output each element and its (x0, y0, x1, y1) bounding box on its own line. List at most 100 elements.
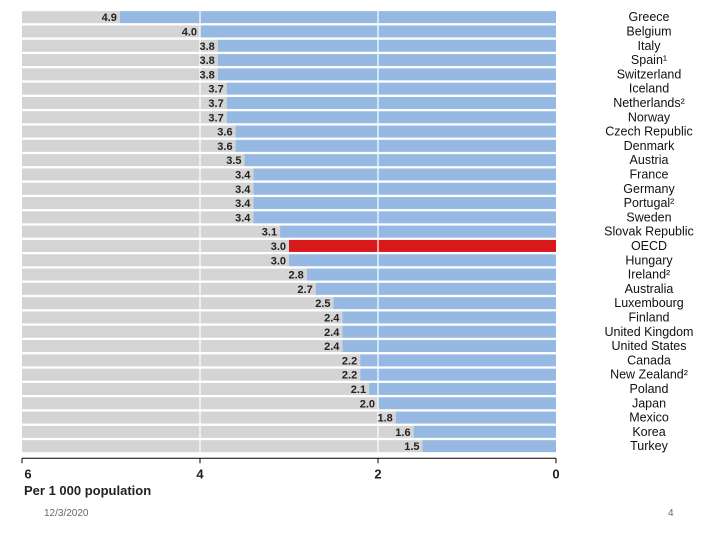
country-label: Austria (630, 153, 669, 167)
x-tick-label: 4 (196, 466, 204, 481)
value-label: 4.9 (102, 12, 117, 24)
value-label: 1.6 (395, 427, 410, 439)
value-label: 2.8 (289, 270, 304, 282)
value-labels: 4.94.03.83.83.83.73.73.73.63.63.53.43.43… (102, 12, 420, 453)
country-label: New Zealand² (610, 368, 688, 382)
bar-track (22, 125, 236, 138)
bar (342, 340, 556, 353)
x-tick-label: 2 (374, 466, 381, 481)
country-label: Germany (623, 182, 675, 196)
value-label: 3.5 (226, 155, 241, 167)
bar-track (22, 311, 343, 324)
value-label: 2.1 (351, 384, 366, 396)
bar (253, 197, 556, 210)
country-label: Italy (638, 39, 662, 53)
value-label: 3.8 (200, 69, 215, 81)
country-labels: GreeceBelgiumItalySpain¹SwitzerlandIcela… (604, 10, 694, 453)
value-label: 3.8 (200, 55, 215, 67)
bar-track (22, 225, 281, 238)
footer-date: 12/3/2020 (44, 508, 89, 519)
bar-track (22, 139, 236, 152)
bar-track (22, 254, 289, 267)
bar-track (22, 368, 361, 381)
value-label: 3.7 (208, 112, 223, 124)
bar-track (22, 297, 334, 310)
bar-track (22, 111, 227, 124)
bar-track (22, 96, 227, 109)
bar-track (22, 382, 370, 395)
value-label: 3.8 (200, 41, 215, 53)
bar (306, 268, 556, 281)
x-tick-label: 0 (552, 466, 559, 481)
bar (253, 168, 556, 181)
bar-track (22, 154, 245, 167)
country-label: Korea (632, 425, 665, 439)
bar-track (22, 211, 254, 224)
x-axis: 6 4 2 0 (21, 457, 560, 481)
bar-track (22, 197, 254, 210)
value-label: 3.6 (217, 127, 232, 139)
bar-track (22, 440, 423, 453)
value-label: 2.7 (297, 284, 312, 296)
country-label: Denmark (624, 139, 675, 153)
bar (280, 225, 556, 238)
value-label: 3.1 (262, 227, 277, 239)
bar-track (22, 340, 343, 353)
country-label: Finland (629, 310, 670, 324)
country-label: Japan (632, 396, 666, 410)
country-label: Norway (628, 110, 671, 124)
country-label: OECD (631, 239, 667, 253)
bar (226, 111, 556, 124)
gridlines (199, 10, 379, 454)
bar (333, 297, 556, 310)
bar-track (22, 239, 289, 252)
bar-track (22, 54, 218, 67)
value-label: 2.4 (324, 341, 340, 353)
value-label: 1.5 (404, 441, 419, 453)
country-label: Ireland² (628, 268, 670, 282)
bar (413, 425, 556, 438)
value-label: 2.4 (324, 312, 340, 324)
bar-track (22, 11, 120, 24)
bar (244, 154, 556, 167)
value-label: 3.4 (235, 198, 251, 210)
background-tracks (22, 11, 423, 453)
bar-track (22, 68, 218, 81)
country-label: Hungary (625, 253, 673, 267)
bar (369, 382, 556, 395)
value-label: 3.0 (271, 241, 286, 253)
bar (315, 282, 556, 295)
country-label: Spain¹ (631, 53, 667, 67)
bar (119, 11, 557, 24)
bar (253, 182, 556, 195)
value-label: 3.7 (208, 98, 223, 110)
bar-track (22, 354, 361, 367)
country-label: Slovak Republic (604, 225, 694, 239)
bar (342, 325, 556, 338)
value-label: 1.8 (378, 413, 393, 425)
country-label: Netherlands² (613, 96, 685, 110)
value-label: 2.2 (342, 370, 357, 382)
country-label: Turkey (630, 439, 668, 453)
value-label: 2.2 (342, 355, 357, 367)
bar-track (22, 168, 254, 181)
value-label: 3.7 (208, 84, 223, 96)
bar-track (22, 268, 307, 281)
bar (217, 54, 557, 67)
country-label: Luxembourg (614, 296, 684, 310)
bar (289, 254, 556, 267)
bar (235, 125, 556, 138)
value-label: 3.4 (235, 184, 251, 196)
country-label: Belgium (626, 24, 671, 38)
bar (378, 397, 556, 410)
value-label: 3.6 (217, 141, 232, 153)
country-label: Switzerland (617, 67, 682, 81)
bar (360, 354, 556, 367)
bar-track (22, 425, 414, 438)
country-label: Canada (627, 353, 671, 367)
value-label: 4.0 (182, 26, 197, 38)
bar-chart: 4.94.03.83.83.83.73.73.73.63.63.53.43.43… (21, 10, 694, 498)
bar (422, 440, 556, 453)
footer-page-number: 4 (668, 508, 674, 519)
country-label: Iceland (629, 82, 669, 96)
